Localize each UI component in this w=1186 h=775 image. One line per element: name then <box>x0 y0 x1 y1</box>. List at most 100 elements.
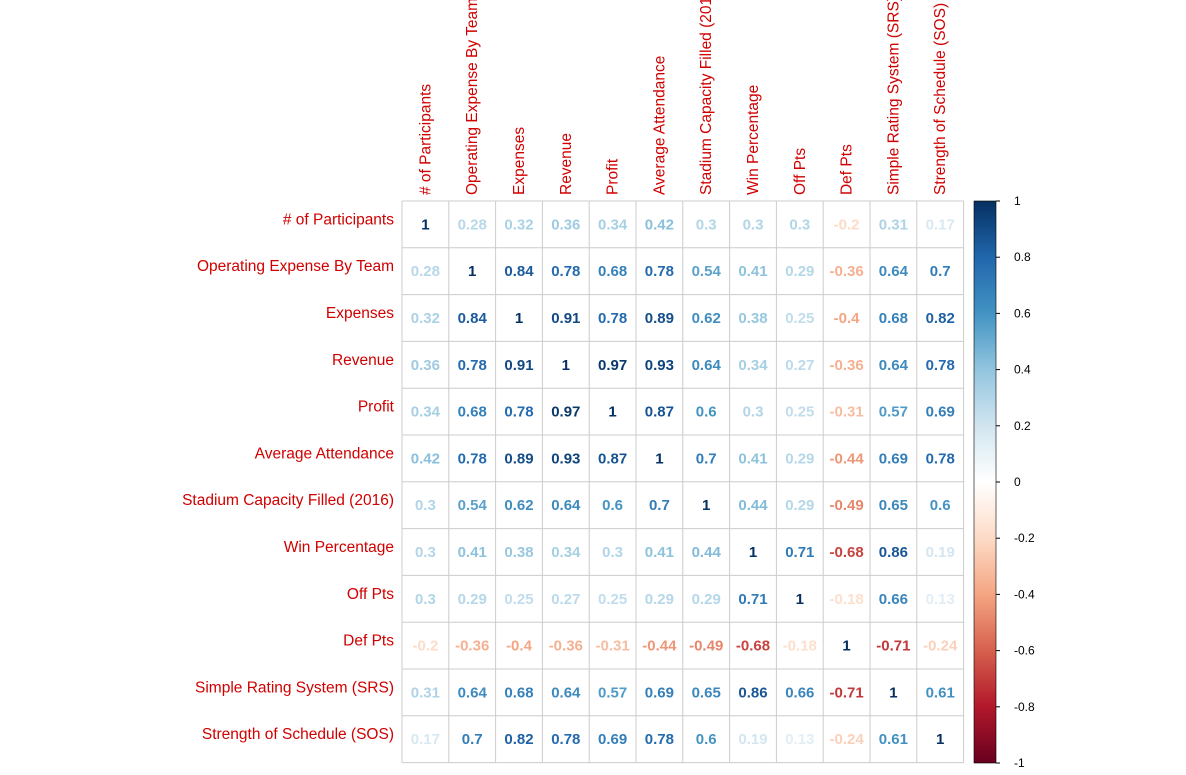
cell-value: 0.34 <box>598 216 628 233</box>
colorbar-tick-label: 0 <box>1014 475 1021 489</box>
cell-value: 1 <box>468 263 476 280</box>
row-label: Win Percentage <box>284 539 394 556</box>
colorbar: 1 0.8 0.6 0.4 0.2 0 -0.2 -0.4 -0.6 -0.8 -1 <box>973 194 1035 770</box>
cell-value: -0.36 <box>549 638 583 655</box>
cell-value: -0.24 <box>923 638 958 655</box>
cell-value: 0.27 <box>785 357 814 374</box>
colorbar-tick-label: 0.6 <box>1014 306 1031 320</box>
cell-value: 0.13 <box>785 731 814 748</box>
cell-value: 0.68 <box>458 404 487 421</box>
cell-value: 0.44 <box>738 497 768 514</box>
cell-value: 0.86 <box>738 684 767 701</box>
column-label: Expenses <box>511 127 528 195</box>
cell-value: 0.31 <box>879 216 908 233</box>
cell-value: 0.64 <box>692 357 722 374</box>
cell-value: 0.41 <box>738 263 767 280</box>
cell-value: 0.3 <box>415 591 436 608</box>
cell-value: 0.66 <box>785 684 814 701</box>
cell-value: 0.28 <box>411 263 440 280</box>
cell-value: 0.62 <box>692 310 721 327</box>
cell-value: 1 <box>749 544 757 561</box>
row-label: Average Attendance <box>255 445 394 462</box>
cell-value: 0.68 <box>598 263 627 280</box>
cell-value: 0.64 <box>879 357 909 374</box>
cell-value: 0.42 <box>645 216 674 233</box>
column-label: Operating Expense By Team <box>464 0 481 195</box>
cell-value: 0.84 <box>504 263 534 280</box>
cell-value: 0.82 <box>504 731 533 748</box>
row-label: Strength of Schedule (SOS) <box>202 726 394 743</box>
cell-value: 0.69 <box>598 731 627 748</box>
cell-value: 0.54 <box>458 497 488 514</box>
column-label: # of Participants <box>417 84 434 195</box>
cell-value: 1 <box>889 684 897 701</box>
cell-value: 0.13 <box>926 591 955 608</box>
cell-value: -0.18 <box>829 591 863 608</box>
cell-value: -0.2 <box>412 638 438 655</box>
column-label: Stadium Capacity Filled (2016) <box>698 0 715 195</box>
colorbar-tick-label: -0.4 <box>1014 587 1035 601</box>
cell-value: 0.3 <box>415 544 436 561</box>
cell-value: -0.36 <box>455 638 489 655</box>
cell-value: 0.91 <box>504 357 533 374</box>
cell-value: -0.18 <box>783 638 817 655</box>
cell-value: 0.78 <box>551 263 580 280</box>
cell-value: 0.78 <box>645 731 674 748</box>
cell-value: 0.78 <box>926 357 955 374</box>
cell-value: -0.4 <box>506 638 533 655</box>
cell-value: -0.68 <box>829 544 863 561</box>
cell-value: 0.32 <box>504 216 533 233</box>
cell-value: -0.24 <box>829 731 864 748</box>
cell-value: 1 <box>608 404 616 421</box>
cell-value: 0.42 <box>411 450 440 467</box>
cell-value: 0.29 <box>785 263 814 280</box>
cell-value: 0.3 <box>743 404 764 421</box>
cell-value: 0.31 <box>411 684 440 701</box>
cell-value: 0.3 <box>789 216 810 233</box>
cell-value: 0.29 <box>785 450 814 467</box>
cell-value: 0.34 <box>738 357 768 374</box>
colorbar-tick-label: 0.8 <box>1014 250 1031 264</box>
cell-value: 0.89 <box>645 310 674 327</box>
cell-value: 0.65 <box>879 497 908 514</box>
cell-value: 0.29 <box>458 591 487 608</box>
cell-value: 0.44 <box>692 544 722 561</box>
row-label: Stadium Capacity Filled (2016) <box>182 492 394 509</box>
cell-value: 0.3 <box>696 216 717 233</box>
cell-value: 0.78 <box>926 450 955 467</box>
value-labels: 1 0.28 0.32 0.36 0.34 0.42 0.3 0.3 0.3 -0.2 0.31 0.… <box>411 216 958 748</box>
column-labels: # of Participants Operating Expense By Te… <box>417 0 949 195</box>
cell-value: 0.65 <box>692 684 721 701</box>
cell-value: 1 <box>655 450 663 467</box>
cell-value: -0.4 <box>834 310 861 327</box>
cell-value: 0.87 <box>645 404 674 421</box>
row-label: Operating Expense By Team <box>197 258 394 275</box>
cell-value: 0.6 <box>696 404 717 421</box>
cell-value: 0.28 <box>458 216 487 233</box>
cell-value: 0.64 <box>551 497 581 514</box>
column-label: Profit <box>605 158 622 195</box>
cell-value: 0.57 <box>598 684 627 701</box>
cell-value: 1 <box>936 731 944 748</box>
cell-value: 0.29 <box>692 591 721 608</box>
cell-value: -0.36 <box>829 357 863 374</box>
cell-value: 0.64 <box>551 684 581 701</box>
column-label: Revenue <box>558 133 575 195</box>
cell-value: -0.44 <box>642 638 677 655</box>
cell-value: -0.31 <box>595 638 629 655</box>
cell-value: 0.29 <box>645 591 674 608</box>
row-label: Simple Rating System (SRS) <box>195 679 394 696</box>
row-label: Expenses <box>326 305 394 322</box>
cell-value: 0.3 <box>602 544 623 561</box>
cell-value: 0.89 <box>504 450 533 467</box>
cell-value: -0.2 <box>834 216 860 233</box>
cell-value: 0.64 <box>458 684 488 701</box>
grid-lines <box>401 200 965 764</box>
row-label: # of Participants <box>283 211 394 228</box>
cell-value: 0.71 <box>785 544 814 561</box>
colorbar-gradient <box>973 200 997 764</box>
cell-value: 0.84 <box>458 310 488 327</box>
cell-value: 0.78 <box>458 357 487 374</box>
cell-value: -0.49 <box>689 638 723 655</box>
colorbar-tick-label: -0.2 <box>1014 531 1035 545</box>
